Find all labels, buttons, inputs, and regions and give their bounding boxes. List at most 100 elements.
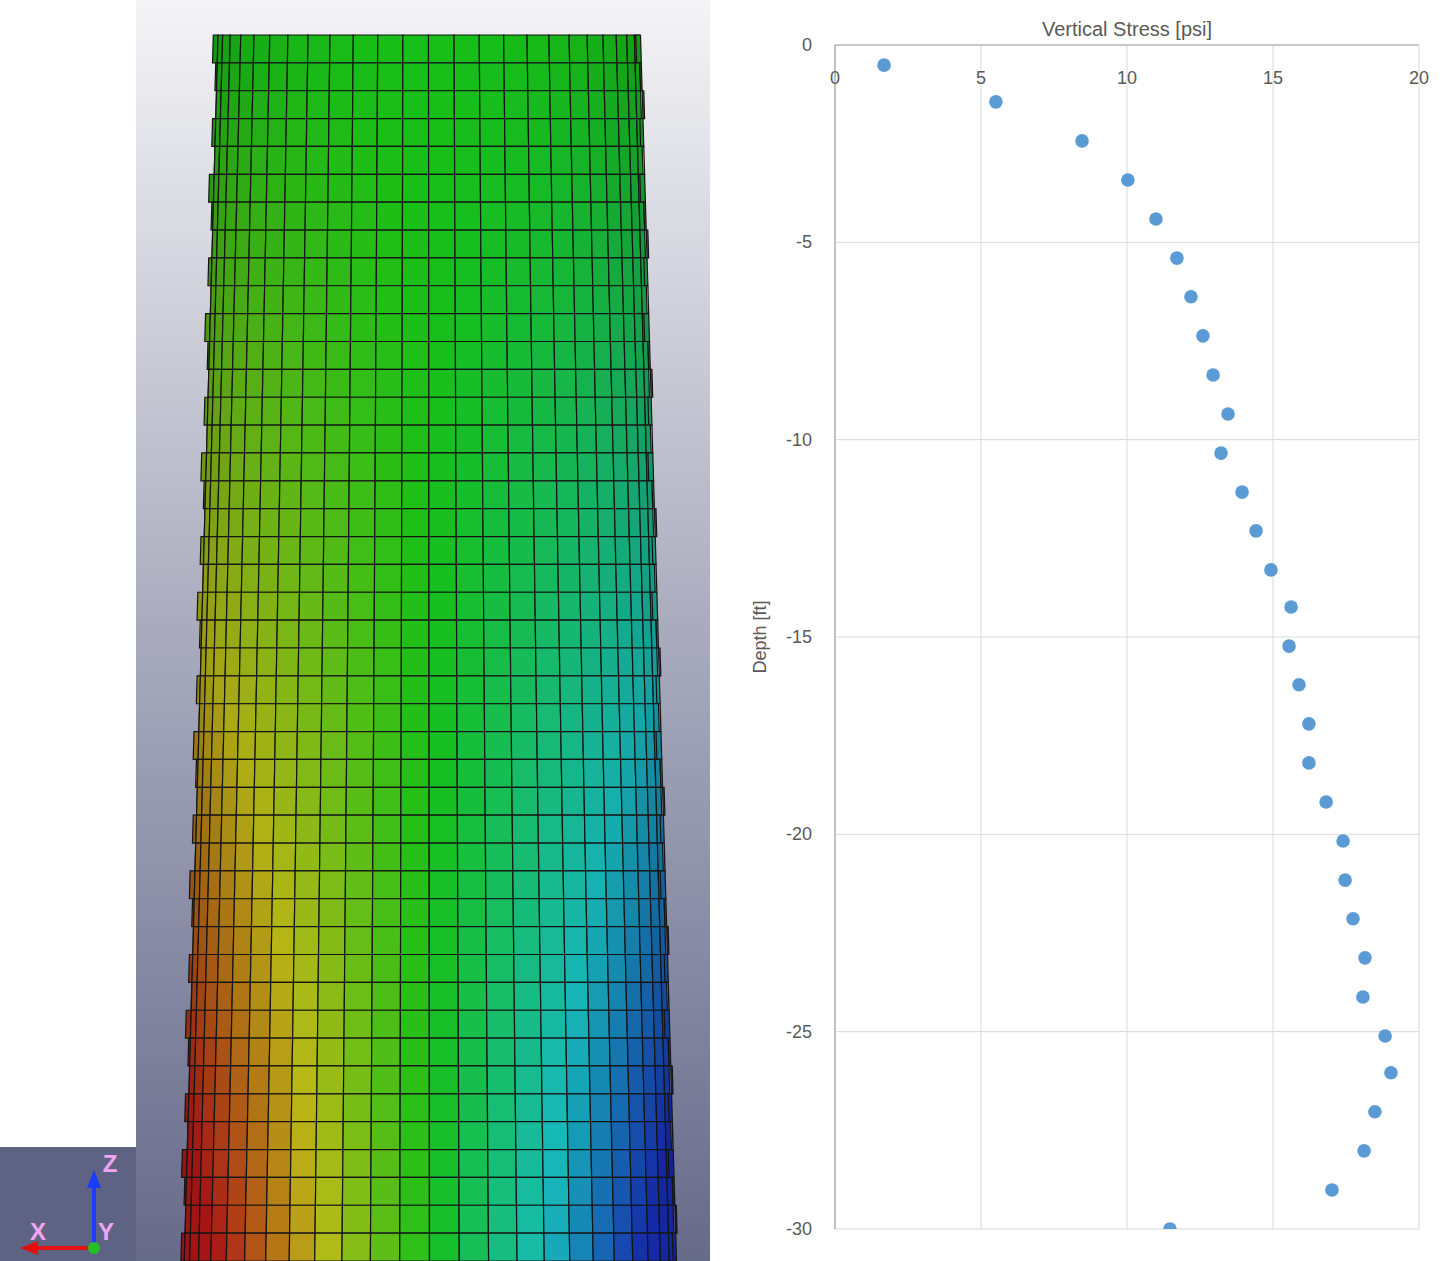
model-cell [485,759,512,787]
model-cell [400,1205,430,1233]
model-cell [271,927,294,955]
model-cell [668,1150,674,1178]
model-cell [486,982,514,1010]
model-cell [617,63,628,91]
model-cell [512,787,538,815]
model-cell [654,1010,663,1038]
model-cell [264,286,283,314]
model-cell [610,342,625,370]
model-cell [603,732,621,760]
model-cell [618,648,633,676]
model-cell [652,537,656,565]
model-cell [377,202,403,230]
model-cell [236,202,250,230]
model-cell [643,620,652,648]
model-cell [487,1094,515,1122]
model-cell [605,843,623,871]
model-cell [315,1205,342,1233]
model-cell [252,871,273,899]
model-cell [593,314,610,342]
model-cell [345,955,373,983]
model-cell [294,899,319,927]
model-cell [510,620,536,648]
model-cell [269,1066,292,1094]
model-cell [578,481,598,509]
model-cell [201,815,210,843]
model-cell [209,843,221,871]
model-cell [517,1233,545,1261]
model-cell [199,1233,212,1261]
model-cell [203,732,212,760]
model-cell [305,230,328,258]
model-cell [621,230,633,258]
model-cell [253,63,269,91]
model-cell [485,732,512,760]
model-cell [456,509,483,537]
model-cell [251,899,272,927]
model-cell [659,648,661,676]
model-cell [568,1150,592,1178]
model-cell [594,342,611,370]
model-cell [376,230,402,258]
model-cell [266,174,285,202]
model-cell [220,91,228,119]
model-cell [375,509,402,537]
model-cell [246,369,263,397]
y-tick-label: -30 [786,1219,812,1239]
model-cell [429,453,456,481]
model-cell [615,537,630,565]
model-cell [227,1177,246,1205]
model-cell [486,899,514,927]
model-cell [373,843,401,871]
model-cell [293,955,318,983]
model-cell [195,1038,204,1066]
model-cell [657,1150,667,1178]
model-cell [317,1038,344,1066]
model-cell [401,787,429,815]
model-cell [485,815,512,843]
data-point [1319,795,1333,809]
model-cell [664,955,668,983]
model-cell [261,425,281,453]
model-cell [486,955,514,983]
model-cell [459,1122,488,1150]
model-cell [638,453,647,481]
model-cell [585,843,606,871]
model-cell [605,119,619,147]
grid-line [835,637,1419,638]
model-cell [661,982,667,1010]
model-cell [207,899,219,927]
model-cell [402,314,429,342]
model-cell [581,648,601,676]
model-cell [510,648,536,676]
model-cell [349,453,375,481]
model-cell [299,564,323,592]
model-cell [571,146,590,174]
model-cell [264,314,283,342]
model-cell [375,453,402,481]
model-cell [628,481,640,509]
model-cell [457,787,485,815]
model-cell [429,1094,458,1122]
model-cell [211,453,220,481]
model-cell [607,202,621,230]
model-cell [487,1066,515,1094]
model-cell [507,342,532,370]
model-cell [299,620,323,648]
model-cell [237,174,251,202]
model-cell [629,509,641,537]
model-cell [377,174,403,202]
model-cell [644,258,648,286]
model-cell [529,174,552,202]
model-cell [213,369,222,397]
model-cell [207,592,216,620]
model-cell [429,1150,459,1178]
model-cell [570,63,589,91]
model-cell [542,1094,568,1122]
model-cell [216,1010,232,1038]
model-cell [371,1177,400,1205]
model-cell [604,787,622,815]
model-cell [652,648,658,676]
model-cell [323,592,348,620]
model-cell [284,230,305,258]
